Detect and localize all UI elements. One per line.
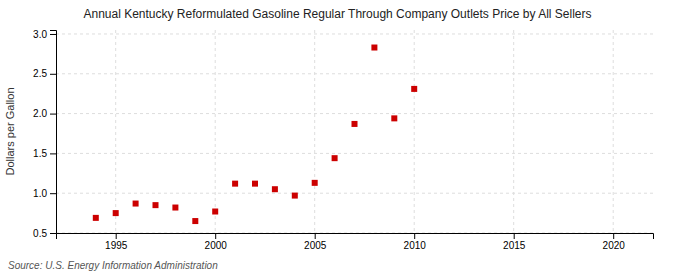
tick: 1.0 xyxy=(33,188,56,199)
grid-line xyxy=(56,193,653,194)
tick-label: 2010 xyxy=(404,240,427,251)
tick-label: 3.0 xyxy=(33,29,47,40)
tick-label: 1995 xyxy=(105,240,128,251)
tick: 2010 xyxy=(404,233,427,251)
point xyxy=(371,45,377,51)
tick: 1.5 xyxy=(33,148,56,159)
tick-mark xyxy=(50,74,56,75)
tick-mark xyxy=(116,233,117,239)
point xyxy=(312,180,318,186)
point xyxy=(153,202,159,208)
tick-label: 2020 xyxy=(603,240,626,251)
tick-label: 2000 xyxy=(205,240,228,251)
grid-line xyxy=(314,30,315,233)
tick-mark xyxy=(414,233,415,239)
point xyxy=(411,86,417,92)
point xyxy=(93,215,99,221)
point xyxy=(172,205,178,211)
tick-label: 2.0 xyxy=(33,108,47,119)
tick: 2.5 xyxy=(33,68,56,79)
chart: 1995 2000 2005 2010 2015 2020 0.5 1.0 1.5 2.0 2.5 3… xyxy=(0,0,675,275)
title: Annual Kentucky Reformulated Gasoline Re… xyxy=(83,7,591,21)
tick-mark xyxy=(514,233,515,239)
grid-line xyxy=(115,30,116,233)
point xyxy=(113,210,119,216)
tick: 2005 xyxy=(304,233,327,251)
tick-mark xyxy=(215,233,216,239)
points xyxy=(93,45,417,225)
grid xyxy=(56,30,653,233)
grid-line xyxy=(613,30,614,233)
tick-mark xyxy=(50,114,56,115)
y-axis-title: Dollars per Gallon xyxy=(4,87,16,175)
tick: 0.5 xyxy=(33,228,56,239)
axis-line xyxy=(50,31,57,234)
grid-line xyxy=(513,30,514,233)
grid-line xyxy=(56,73,653,74)
tick: 2000 xyxy=(205,233,228,251)
point xyxy=(352,121,358,127)
tick-mark xyxy=(50,34,56,35)
tick-mark xyxy=(50,153,56,154)
tick: 2020 xyxy=(603,233,626,251)
grid-line xyxy=(215,30,216,233)
tick: 3.0 xyxy=(33,29,56,40)
tick: 1995 xyxy=(105,233,128,251)
plot-area: 1995 2000 2005 2010 2015 2020 0.5 1.0 1.5 2.0 2.5 3… xyxy=(33,29,653,251)
source-note: Source: U.S. Energy Information Administ… xyxy=(8,260,218,271)
grid-line xyxy=(414,30,415,233)
point xyxy=(133,201,139,207)
tick-mark xyxy=(50,193,56,194)
tick-mark xyxy=(315,233,316,239)
tick-label: 1.0 xyxy=(33,188,47,199)
y-axis: 0.5 1.0 1.5 2.0 2.5 3.0 xyxy=(33,29,56,239)
grid-line xyxy=(56,33,653,34)
tick-label: 1.5 xyxy=(33,148,47,159)
point xyxy=(192,218,198,224)
point xyxy=(292,193,298,199)
tick-label: 2.5 xyxy=(33,68,47,79)
tick-mark xyxy=(613,233,614,239)
tick-label: 2015 xyxy=(503,240,526,251)
point xyxy=(391,115,397,121)
tick-label: 0.5 xyxy=(33,228,47,239)
point xyxy=(252,181,258,187)
axis-line xyxy=(57,234,654,240)
tick-label: 2005 xyxy=(304,240,327,251)
grid-line xyxy=(56,153,653,154)
grid-line xyxy=(56,113,653,114)
point xyxy=(332,155,338,161)
point xyxy=(232,181,238,187)
point xyxy=(272,186,278,192)
tick: 2015 xyxy=(503,233,526,251)
tick-mark xyxy=(50,233,56,234)
tick: 2.0 xyxy=(33,108,56,119)
point xyxy=(212,209,218,215)
x-axis: 1995 2000 2005 2010 2015 2020 xyxy=(57,233,654,251)
